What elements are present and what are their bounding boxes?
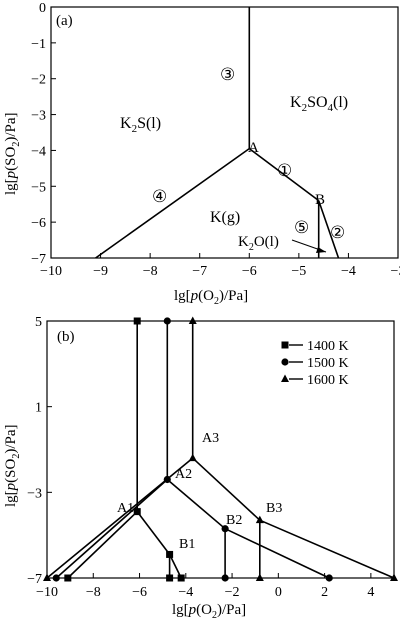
point-label-b: B <box>315 192 325 208</box>
series-1-marker <box>177 574 185 582</box>
y-tick-label-b: −7 <box>27 572 42 587</box>
x-tick-label-b: 4 <box>367 585 374 600</box>
legend-marker-1 <box>281 341 289 349</box>
y-axis-label-b: lg[p(SO2)/Pa] <box>3 424 22 507</box>
x-tick-label-a: −9 <box>93 264 108 279</box>
series-2-segment-3 <box>166 478 226 530</box>
x-tick-label-a: −7 <box>192 264 207 279</box>
plot-frame-b <box>46 320 395 579</box>
series-1-marker <box>166 574 174 582</box>
point-label-a2: A2 <box>175 467 192 482</box>
series-3-marker <box>390 573 398 581</box>
series-3-marker <box>255 515 264 524</box>
line-marker-5: ⑤ <box>294 218 309 237</box>
x-tick-label-a: −6 <box>242 264 257 279</box>
y-tick-label-b: −3 <box>27 486 42 501</box>
series-1-segment-4 <box>168 554 182 579</box>
y-tick-label-a: −7 <box>31 252 46 267</box>
series-3-marker <box>188 453 197 462</box>
legend-label-2: 1500 K <box>307 356 349 371</box>
chart-panel-a: −10 −9 −8 −7 −6 −5 −4 −3 0 −1 −2 −3 −4 −5 −6 −7 (a) K2S… <box>3 1 400 307</box>
legend-marker-3 <box>281 374 289 382</box>
axis-ticks-b: −10 −8 −6 −4 −2 0 2 4 5 1 −3 −7 <box>27 315 374 600</box>
axis-ticks-a: −10 −9 −8 −7 −6 −5 −4 −3 0 −1 −2 −3 −4 −5 −6 −7 <box>31 1 400 279</box>
legend-marker-2 <box>281 358 289 366</box>
x-tick-label-a: −4 <box>341 264 356 279</box>
x-tick-label-b: −6 <box>132 585 147 600</box>
y-tick-label-a: −4 <box>31 144 46 159</box>
series-2-marker <box>52 574 60 582</box>
boundary-line-3 <box>248 147 320 202</box>
x-axis-label-a: lg[p(O2)/Pa] <box>174 288 248 307</box>
y-tick-label-a: −2 <box>31 73 46 88</box>
legend-label-1: 1400 K <box>307 339 349 354</box>
panel-label-b: (b) <box>57 329 75 345</box>
series-3-marker <box>255 573 264 581</box>
x-tick-label-a: −10 <box>40 264 62 279</box>
x-tick-label-b: 2 <box>321 585 328 600</box>
series-2-marker <box>163 475 171 484</box>
series-1-segment-1 <box>67 511 138 579</box>
x-tick-label-a: −8 <box>143 264 158 279</box>
legend-b: 1400 K 1500 K 1600 K <box>281 339 349 388</box>
line-marker-3: ③ <box>220 65 235 84</box>
series-1-segment-3 <box>136 511 171 555</box>
x-tick-label-a: −3 <box>391 264 400 279</box>
boundary-line-1 <box>95 147 250 259</box>
x-tick-label-a: −5 <box>291 264 306 279</box>
point-label-b2: B2 <box>226 513 242 528</box>
line-marker-1: ① <box>277 161 292 180</box>
series-markers-b <box>43 316 398 582</box>
point-label-a3: A3 <box>202 431 219 446</box>
y-tick-label-a: −1 <box>31 37 46 52</box>
series-2-marker <box>163 317 171 325</box>
region-label-k2so4: K2SO4(l) <box>290 94 348 114</box>
series-3-segment-1 <box>46 457 194 579</box>
series-2-segment-1 <box>55 478 168 579</box>
plot-frame-a <box>50 6 399 259</box>
x-tick-label-b: −10 <box>36 585 58 600</box>
series-2-segment-4 <box>224 527 330 579</box>
point-label-a1: A1 <box>117 501 134 516</box>
boundary-line-4 <box>317 200 340 259</box>
point-label-a: A <box>248 140 259 156</box>
series-3-marker <box>43 573 51 581</box>
y-tick-label-b: 1 <box>35 401 42 416</box>
y-tick-label-b: 5 <box>35 315 42 330</box>
point-label-b3: B3 <box>266 501 282 516</box>
panel-label-a: (a) <box>56 13 73 29</box>
series-3-segment-3 <box>192 457 261 521</box>
legend-label-3: 1600 K <box>307 373 349 388</box>
line-marker-4: ④ <box>152 187 167 206</box>
region-label-k2o: K2O(l) <box>238 234 279 253</box>
series-3-segment-4 <box>259 519 395 579</box>
x-tick-label-b: −4 <box>178 585 193 600</box>
y-tick-label-a: −3 <box>31 109 46 124</box>
x-tick-label-b: −2 <box>225 585 240 600</box>
x-tick-label-b: −8 <box>86 585 101 600</box>
phase-boundaries-a <box>95 7 340 259</box>
region-label-k2s: K2S(l) <box>120 115 161 135</box>
y-axis-label-a: lg[p(SO2)/Pa] <box>3 112 22 195</box>
series-3-marker <box>188 316 197 324</box>
series-1-marker <box>166 550 174 558</box>
y-tick-label-a: −5 <box>31 180 46 195</box>
series-1-marker <box>133 508 141 516</box>
line-marker-2: ② <box>330 223 345 242</box>
series-2-marker <box>221 574 229 582</box>
region-label-kg: K(g) <box>210 209 240 226</box>
series-2-marker <box>325 574 333 582</box>
point-label-b1: B1 <box>179 537 195 552</box>
chart-panel-b: −10 −8 −6 −4 −2 0 2 451−3−7 (b) A1 B1 A2 B2 A3 … <box>3 315 398 619</box>
series-1-marker <box>133 317 141 325</box>
y-tick-label-a: 0 <box>39 1 46 16</box>
x-tick-label-b: 0 <box>275 585 282 600</box>
x-axis-label-b: lg[p(O2)/Pa] <box>172 602 246 619</box>
y-tick-label-a: −6 <box>31 216 46 231</box>
k2o-pointer-arrowhead <box>316 247 326 253</box>
series-2-marker <box>221 525 229 533</box>
series-1-marker <box>64 574 72 582</box>
